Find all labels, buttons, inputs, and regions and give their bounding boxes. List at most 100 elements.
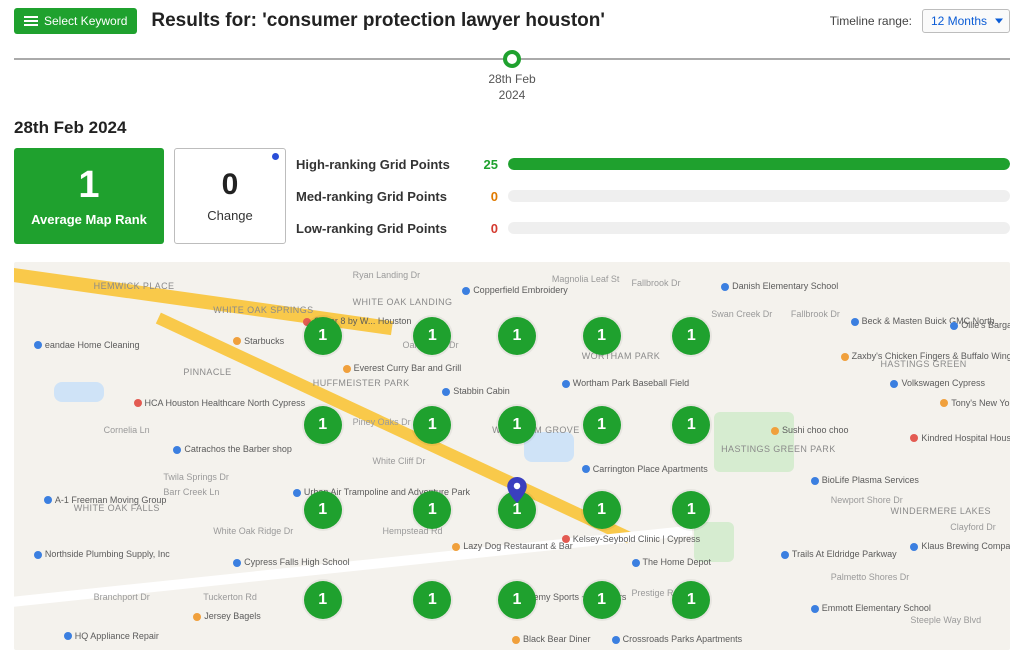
- ranking-bars: High-ranking Grid Points 25 Med-ranking …: [296, 148, 1010, 244]
- poi-pin-icon: [841, 353, 849, 361]
- poi-pin-icon: [562, 535, 570, 543]
- grid-point[interactable]: 1: [583, 317, 621, 355]
- poi-pin-icon: [811, 477, 819, 485]
- road-label: White Oak Ridge Dr: [213, 526, 293, 536]
- grid-point[interactable]: 1: [672, 317, 710, 355]
- poi-label: Northside Plumbing Supply, Inc: [34, 549, 170, 559]
- low-label: Low-ranking Grid Points: [296, 221, 466, 236]
- poi-label: Wortham Park Baseball Field: [562, 378, 689, 388]
- poi-pin-icon: [562, 380, 570, 388]
- grid-point[interactable]: 1: [498, 406, 536, 444]
- summary-row: 1 Average Map Rank 0 Change High-ranking…: [14, 148, 1010, 244]
- poi-label: Carrington Place Apartments: [582, 464, 708, 474]
- poi-pin-icon: [512, 636, 520, 644]
- high-fill: [508, 158, 1010, 170]
- road-label: Branchport Dr: [94, 592, 150, 602]
- med-track: [508, 190, 1010, 202]
- road-label: Piney Oaks Dr: [353, 417, 411, 427]
- road-label: Palmetto Shores Dr: [831, 572, 910, 582]
- poi-label: A-1 Freeman Moving Group: [44, 495, 167, 505]
- poi-pin-icon: [910, 543, 918, 551]
- road-label: Fallbrook Dr: [791, 309, 840, 319]
- rank-label: Average Map Rank: [31, 212, 147, 227]
- poi-pin-icon: [34, 551, 42, 559]
- grid-point[interactable]: 1: [304, 491, 342, 529]
- road-label: Barr Creek Ln: [163, 487, 219, 497]
- grid-point[interactable]: 1: [413, 581, 451, 619]
- poi-label: Kindred Hospital Houston Northwest: [910, 433, 1010, 443]
- grid-point[interactable]: 1: [413, 406, 451, 444]
- poi-label: Volkswagen Cypress: [890, 378, 985, 388]
- high-count: 25: [476, 157, 498, 172]
- road-label: White Cliff Dr: [373, 456, 426, 466]
- info-icon[interactable]: [272, 153, 279, 160]
- poi-pin-icon: [34, 341, 42, 349]
- rank-value: 1: [78, 166, 99, 204]
- grid-point[interactable]: 1: [672, 581, 710, 619]
- poi-label: eandae Home Cleaning: [34, 340, 140, 350]
- grid-point[interactable]: 1: [583, 491, 621, 529]
- poi-pin-icon: [233, 559, 241, 567]
- timeline: 28th Feb 2024: [14, 44, 1010, 100]
- grid-point[interactable]: 1: [304, 406, 342, 444]
- grid-point[interactable]: 1: [583, 581, 621, 619]
- poi-label: Ollie's Bargain Outlet: [950, 320, 1010, 330]
- grid-point[interactable]: 1: [413, 317, 451, 355]
- poi-label: Lazy Dog Restaurant & Bar: [452, 541, 573, 551]
- road-label: Ryan Landing Dr: [353, 270, 421, 280]
- area-label: HEMWICK PLACE: [94, 281, 175, 291]
- timeline-label: Timeline range:: [830, 14, 912, 28]
- change-value: 0: [222, 170, 239, 200]
- map[interactable]: HEMWICK PLACE WHITE OAK SPRINGS WHITE OAK …: [14, 262, 1010, 650]
- range-select[interactable]: 12 Months: [922, 9, 1010, 33]
- poi-pin-icon: [452, 543, 460, 551]
- poi-label: HCA Houston Healthcare North Cypress: [134, 398, 306, 408]
- poi-pin-icon: [721, 283, 729, 291]
- poi-label: The Home Depot: [632, 557, 712, 567]
- low-count: 0: [476, 221, 498, 236]
- poi-pin-icon: [910, 434, 918, 442]
- range-value: 12 Months: [931, 14, 987, 28]
- poi-pin-icon: [462, 287, 470, 295]
- select-keyword-label: Select Keyword: [44, 14, 127, 28]
- grid-point[interactable]: 1: [672, 406, 710, 444]
- med-rank-row: Med-ranking Grid Points 0: [296, 189, 1010, 204]
- grid-point[interactable]: 1: [583, 406, 621, 444]
- poi-label: Emmott Elementary School: [811, 603, 931, 613]
- poi-label: Trails At Eldridge Parkway: [781, 549, 897, 559]
- high-track: [508, 158, 1010, 170]
- poi-label: Kelsey-Seybold Clinic | Cypress: [562, 534, 700, 544]
- poi-pin-icon: [343, 365, 351, 373]
- poi-pin-icon: [811, 605, 819, 613]
- poi-pin-icon: [771, 427, 779, 435]
- poi-pin-icon: [632, 559, 640, 567]
- poi-label: Klaus Brewing Company: [910, 541, 1010, 551]
- poi-pin-icon: [64, 632, 72, 640]
- road-label: Newport Shore Dr: [831, 495, 903, 505]
- poi-pin-icon: [44, 496, 52, 504]
- poi-label: Starbucks: [233, 336, 284, 346]
- poi-label: Everest Curry Bar and Grill: [343, 363, 462, 373]
- center-pin-icon: [507, 477, 527, 503]
- grid-point[interactable]: 1: [304, 317, 342, 355]
- road-label: Tuckerton Rd: [203, 592, 257, 602]
- poi-label: Copperfield Embroidery: [462, 285, 568, 295]
- select-keyword-button[interactable]: Select Keyword: [14, 8, 137, 34]
- high-label: High-ranking Grid Points: [296, 157, 466, 172]
- poi-pin-icon: [233, 337, 241, 345]
- grid-point[interactable]: 1: [498, 317, 536, 355]
- grid-point[interactable]: 1: [498, 581, 536, 619]
- poi-label: BioLife Plasma Services: [811, 475, 919, 485]
- results-title: Results for: 'consumer protection lawyer…: [151, 10, 605, 32]
- timeline-marker[interactable]: [503, 50, 521, 68]
- grid-point[interactable]: 1: [304, 581, 342, 619]
- change-card: 0 Change: [174, 148, 286, 244]
- rank-card: 1 Average Map Rank: [14, 148, 164, 244]
- area-label: WHITE OAK LANDING: [353, 297, 453, 307]
- road-label: Twila Springs Dr: [163, 472, 229, 482]
- results-prefix: Results for:: [151, 10, 262, 31]
- road-label: Swan Creek Dr: [711, 309, 772, 319]
- area-label: WHITE OAK SPRINGS: [213, 305, 313, 315]
- med-count: 0: [476, 189, 498, 204]
- timeline-range: Timeline range: 12 Months: [830, 9, 1010, 33]
